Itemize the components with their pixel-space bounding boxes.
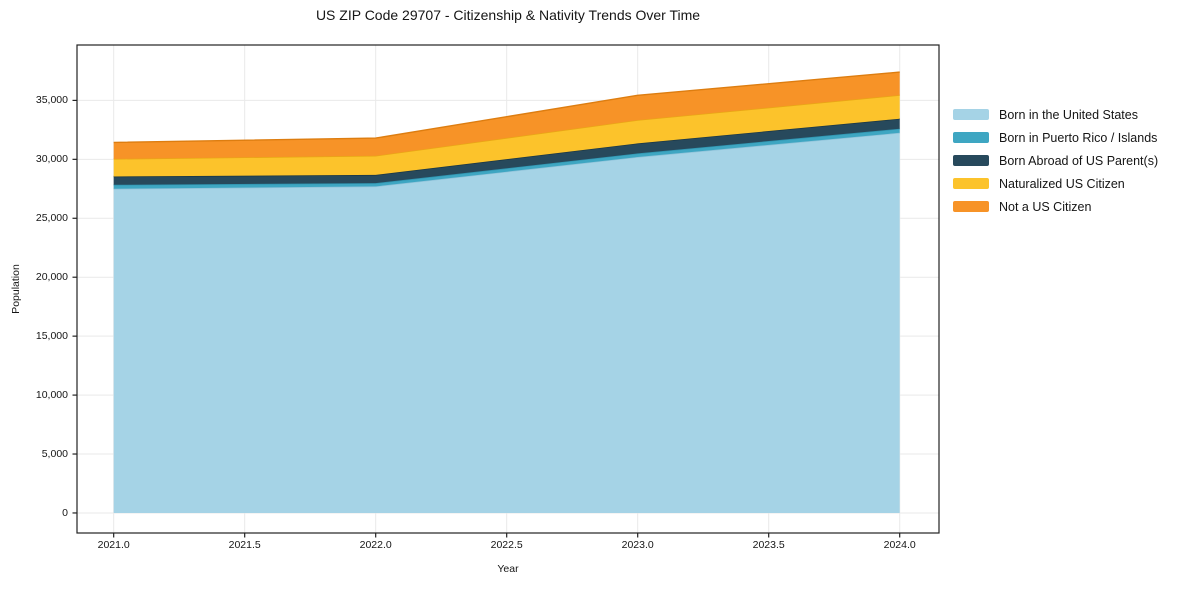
x-tick-label: 2021.0 [97, 539, 130, 551]
chart-title: US ZIP Code 29707 - Citizenship & Nativi… [315, 7, 701, 23]
legend-item: Not a US Citizen [953, 195, 1158, 218]
legend-swatch-icon [953, 109, 989, 120]
y-tick-label: 10,000 [35, 389, 68, 402]
legend-item: Naturalized US Citizen [953, 172, 1158, 195]
area-series-2 [113, 118, 900, 185]
legend-swatch-icon [953, 155, 989, 166]
y-tick-label: 35,000 [35, 94, 68, 107]
legend-item: Born in Puerto Rico / Islands [953, 126, 1158, 149]
area-series-3 [113, 95, 900, 177]
area-series-4 [113, 72, 900, 159]
plot-frame [76, 44, 940, 534]
x-tick-label: 2024.0 [883, 539, 916, 551]
y-tick-label: 5,000 [41, 448, 68, 461]
legend-label: Naturalized US Citizen [999, 176, 1125, 191]
y-tick-label: 25,000 [35, 212, 68, 225]
legend-label: Born Abroad of US Parent(s) [999, 153, 1159, 168]
legend-label: Born in the United States [999, 107, 1138, 122]
legend-swatch-icon [953, 201, 989, 212]
x-tick-label: 2023.5 [752, 539, 785, 551]
y-tick-label: 20,000 [35, 271, 68, 284]
y-tick-label: 0 [62, 506, 68, 519]
legend: Born in the United States Born in Puerto … [953, 103, 1158, 218]
legend-label: Not a US Citizen [999, 199, 1092, 214]
x-tick-label: 2022.0 [359, 539, 392, 551]
legend-item: Born in the United States [953, 103, 1158, 126]
legend-label: Born in Puerto Rico / Islands [999, 130, 1158, 145]
x-tick-label: 2023.0 [621, 539, 654, 551]
legend-swatch-icon [953, 132, 989, 143]
legend-swatch-icon [953, 178, 989, 189]
x-tick-label: 2022.5 [490, 539, 523, 551]
x-tick-label: 2021.5 [228, 539, 261, 551]
area-series-0 [113, 132, 900, 514]
y-tick-label: 15,000 [35, 330, 68, 343]
y-tick-label: 30,000 [35, 153, 68, 166]
area-edge-4 [113, 71, 900, 144]
legend-item: Born Abroad of US Parent(s) [953, 149, 1158, 172]
x-axis-label: Year [497, 563, 519, 575]
